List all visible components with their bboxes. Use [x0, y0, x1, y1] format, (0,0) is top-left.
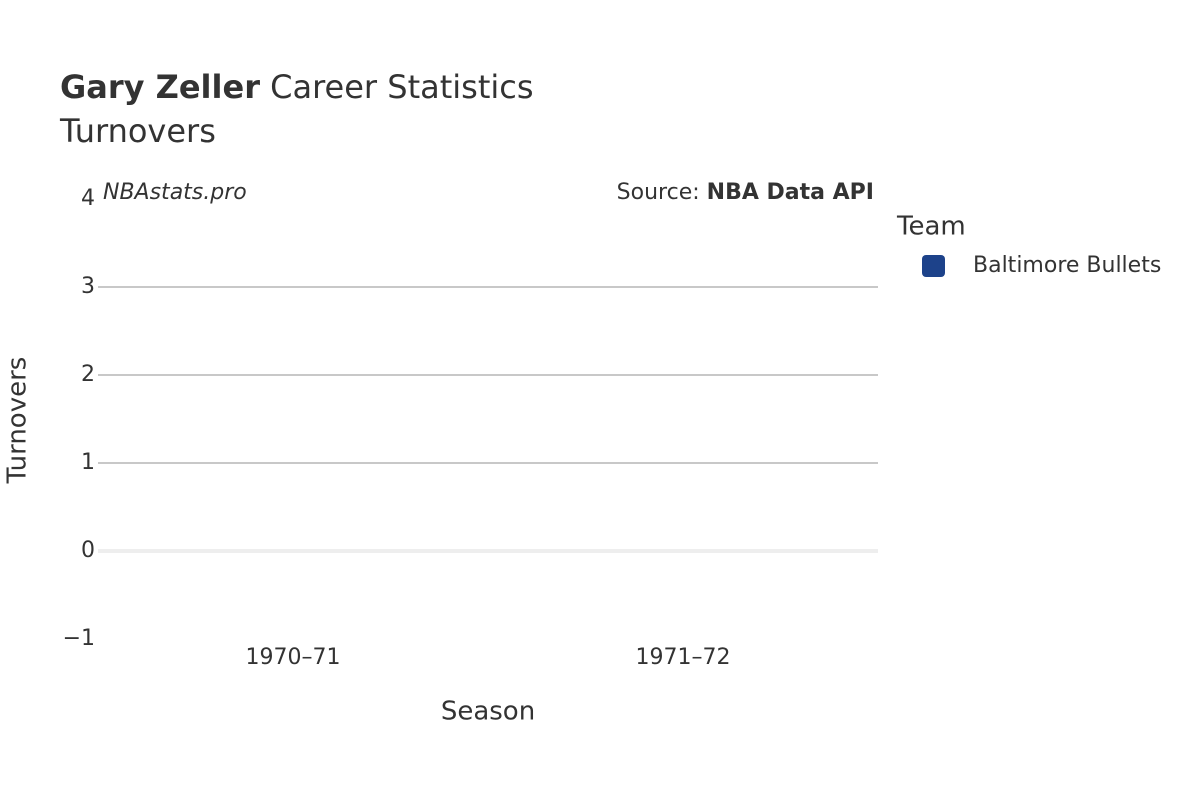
y-tick-label: 4 — [81, 186, 95, 211]
source: Source: NBA Data API — [617, 180, 874, 205]
title-rest: Career Statistics — [270, 68, 533, 106]
chart-title: Gary Zeller Career Statistics — [60, 68, 534, 106]
y-axis-label: Turnovers — [3, 357, 33, 485]
x-axis-label: Season — [441, 697, 535, 727]
legend-label: Baltimore Bullets — [973, 253, 1161, 278]
y-tick-label: −1 — [63, 626, 95, 651]
title-name: Gary Zeller — [60, 68, 260, 106]
source-label: Source: — [617, 180, 700, 205]
watermark: NBAstats.pro — [103, 180, 247, 205]
y-tick-label: 1 — [81, 450, 95, 475]
y-tick-label: 3 — [81, 274, 95, 299]
y-tick-label: 2 — [81, 362, 95, 387]
legend-marker — [922, 255, 945, 277]
source-name: NBA Data API — [707, 180, 874, 205]
legend-title: Team — [896, 212, 966, 242]
x-tick-label: 1970–71 — [246, 645, 341, 670]
y-tick-label: 0 — [81, 538, 95, 563]
chart-subtitle: Turnovers — [59, 112, 216, 150]
x-tick-label: 1971–72 — [636, 645, 731, 670]
